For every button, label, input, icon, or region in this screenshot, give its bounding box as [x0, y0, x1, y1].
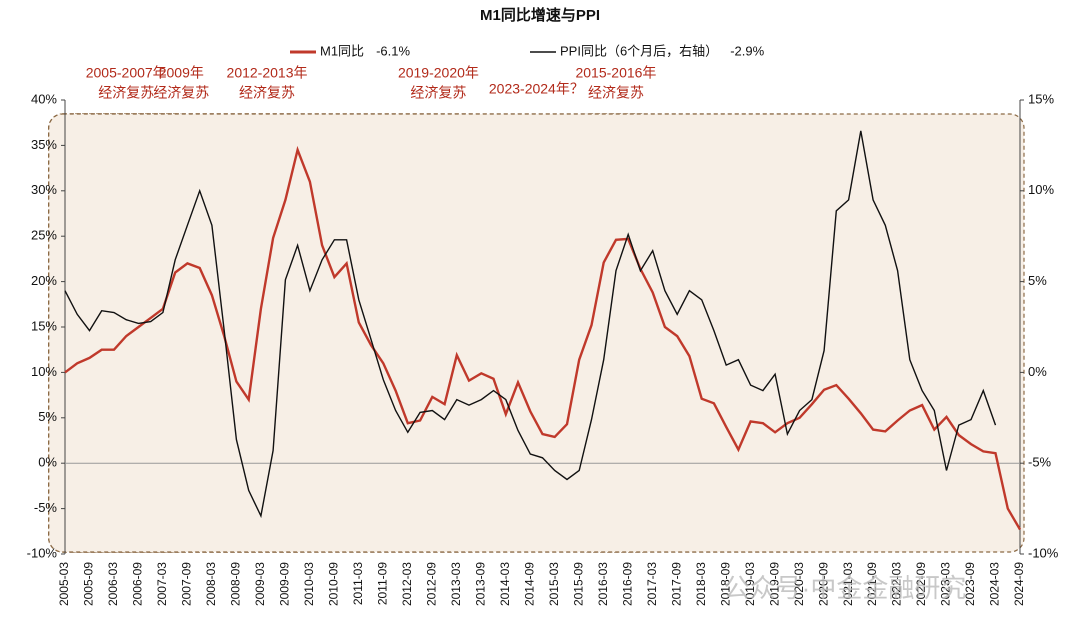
x-tick-label: 2019-09: [767, 562, 781, 606]
period-box: [48, 113, 1025, 553]
x-tick-label: 2014-03: [498, 562, 512, 606]
x-tick-label: 2012-03: [400, 562, 414, 606]
x-tick-label: 2007-09: [180, 562, 194, 606]
y2-tick-label: 10%: [1028, 182, 1054, 197]
legend-latest: -6.1%: [376, 43, 410, 58]
x-tick-label: 2016-03: [596, 562, 610, 606]
annotation: 2009年: [159, 65, 204, 81]
y2-tick-label: 0%: [1028, 364, 1047, 379]
x-tick-label: 2010-03: [302, 562, 316, 606]
x-tick-label: 2020-09: [816, 562, 830, 606]
x-tick-label: 2009-09: [278, 562, 292, 606]
y-tick-label: 15%: [31, 318, 57, 333]
x-tick-label: 2023-03: [939, 562, 953, 606]
legend-label: M1同比: [320, 43, 364, 58]
x-tick-label: 2016-09: [620, 562, 634, 606]
x-tick-label: 2005-09: [82, 562, 96, 606]
x-tick-label: 2008-03: [204, 562, 218, 606]
annotation: 经济复苏: [410, 85, 466, 101]
y2-tick-label: 15%: [1028, 91, 1054, 106]
x-tick-label: 2020-03: [792, 562, 806, 606]
y-tick-label: 35%: [31, 137, 57, 152]
x-tick-label: 2014-09: [522, 562, 536, 606]
y-tick-label: -5%: [34, 500, 58, 515]
series-line: [64, 130, 997, 519]
y-tick-label: 5%: [38, 409, 57, 424]
x-tick-label: 2011-03: [351, 562, 365, 605]
x-tick-label: 2023-09: [963, 562, 977, 606]
x-tick-label: 2008-09: [229, 562, 243, 606]
y-tick-label: -10%: [27, 545, 58, 560]
x-tick-label: 2012-09: [424, 562, 438, 606]
x-tick-label: 2011-09: [376, 562, 390, 605]
y-tick-label: 10%: [31, 364, 57, 379]
legend-label: PPI同比（6个月后，右轴）: [560, 43, 718, 58]
x-tick-label: 2018-03: [694, 562, 708, 606]
x-tick-label: 2022-09: [914, 562, 928, 606]
annotation: 经济复苏: [588, 85, 644, 101]
x-tick-label: 2009-03: [253, 562, 267, 606]
x-tick-label: 2024-03: [988, 562, 1002, 606]
x-tick-label: 2017-09: [669, 562, 683, 606]
y-tick-label: 25%: [31, 228, 57, 243]
annotation: 经济复苏: [153, 85, 209, 101]
x-tick-label: 2013-03: [449, 562, 463, 606]
y2-tick-label: -10%: [1028, 545, 1059, 560]
y-tick-label: 30%: [31, 182, 57, 197]
annotation: 2005-2007年: [86, 65, 167, 81]
annotation: 2012-2013年: [227, 65, 308, 81]
annotation: 2019-2020年: [398, 65, 479, 81]
y2-tick-label: 5%: [1028, 273, 1047, 288]
legend-latest: -2.9%: [730, 43, 764, 58]
annotation: 经济复苏: [239, 85, 295, 101]
x-tick-label: 2013-09: [473, 562, 487, 606]
x-tick-label: 2019-03: [743, 562, 757, 606]
y-tick-label: 0%: [38, 455, 57, 470]
x-tick-label: 2010-09: [327, 562, 341, 606]
chart-title: M1同比增速与PPI: [480, 6, 600, 24]
x-tick-label: 2006-03: [106, 562, 120, 606]
x-tick-label: 2015-03: [547, 562, 561, 606]
annotation: 2023-2024年？: [489, 81, 584, 97]
y-tick-label: 40%: [31, 91, 57, 106]
watermark: 公众号·中金金融研究: [724, 573, 967, 603]
x-tick-label: 2006-09: [131, 562, 145, 606]
x-tick-label: 2022-03: [890, 562, 904, 606]
x-tick-label: 2007-03: [155, 562, 169, 606]
x-tick-label: 2021-03: [841, 562, 855, 606]
x-tick-label: 2017-03: [645, 562, 659, 606]
y2-tick-label: -5%: [1028, 455, 1052, 470]
x-tick-label: 2024-09: [1012, 562, 1026, 606]
annotation: 经济复苏: [98, 85, 154, 101]
x-tick-label: 2021-09: [865, 562, 879, 606]
x-tick-label: 2018-09: [718, 562, 732, 606]
x-tick-label: 2005-03: [57, 562, 71, 606]
x-tick-label: 2015-09: [571, 562, 585, 606]
y-tick-label: 20%: [31, 273, 57, 288]
annotation: 2015-2016年: [575, 65, 656, 81]
